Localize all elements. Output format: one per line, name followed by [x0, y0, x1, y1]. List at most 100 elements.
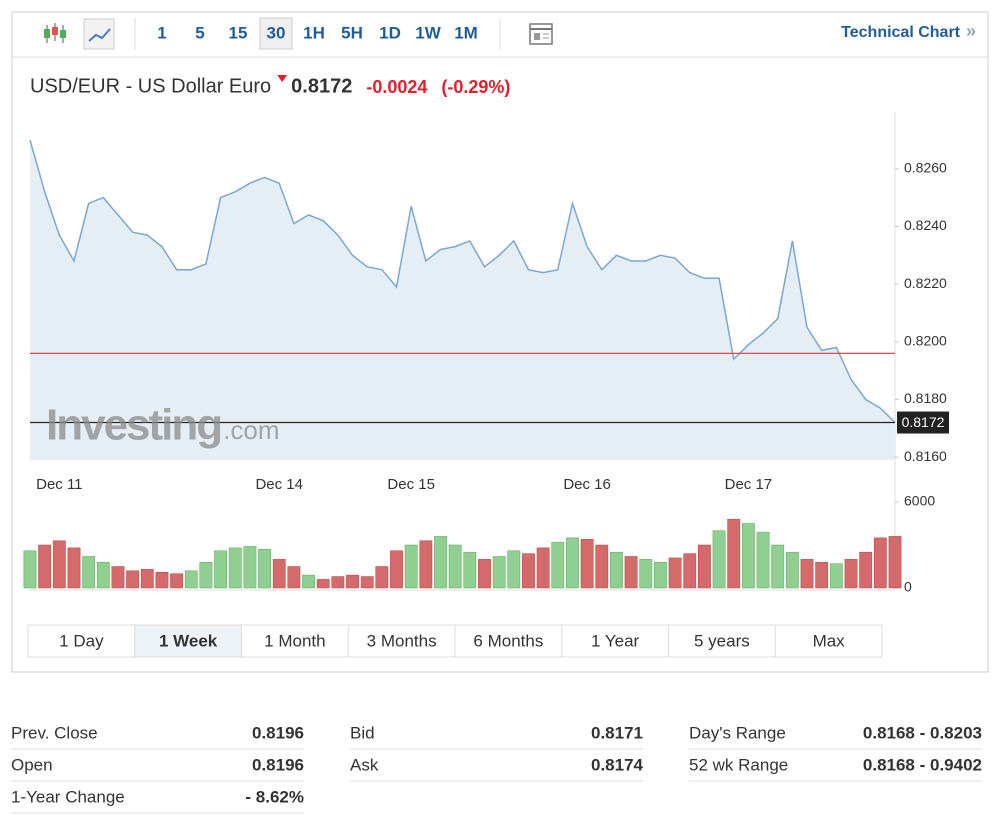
price: 0.8172 [291, 75, 352, 97]
range-button[interactable] [347, 624, 456, 658]
link-arrow[interactable]: » [966, 21, 976, 41]
x-tick-label: Dec 14 [255, 476, 303, 493]
volume-bar [522, 553, 535, 589]
stat-label: Open [11, 755, 53, 774]
stat-value: - 8.62% [245, 787, 304, 806]
range-label[interactable]: 1 Year [591, 631, 640, 650]
volume-bar [228, 547, 242, 589]
volume-bar [111, 566, 125, 589]
volume-bar [859, 551, 873, 589]
interval-active [259, 17, 293, 50]
volume-bar [390, 550, 403, 589]
volume-bar [258, 549, 271, 589]
stat-value: 0.8196 [252, 755, 304, 774]
stat-label: Bid [350, 723, 375, 742]
volume-bar [96, 561, 110, 589]
volume-bar [23, 550, 37, 589]
range-button[interactable] [27, 624, 136, 658]
last-price-label: 0.8172 [902, 414, 945, 430]
interval-button[interactable]: 15 [229, 23, 248, 42]
stat-label: Ask [350, 755, 379, 774]
interval-button[interactable]: 1W [415, 23, 441, 42]
volume-bar [566, 537, 579, 589]
range-button[interactable] [454, 624, 563, 658]
volume-bar [712, 530, 726, 589]
stat-value: 0.8168 - 0.8203 [863, 723, 982, 742]
volume-bar [243, 546, 257, 589]
volume-bar [492, 556, 506, 589]
volume-bar [610, 551, 623, 589]
volume-bar [639, 559, 653, 589]
stat-value: 0.8168 - 0.9402 [863, 755, 982, 774]
volume-tick-label: 6000 [904, 493, 935, 509]
technical-chart-link[interactable]: Technical Chart [841, 24, 961, 41]
y-tick-label: 0.8160 [904, 448, 947, 464]
volume-bar [38, 544, 52, 589]
volume-bar [360, 576, 374, 589]
volume-bar [404, 544, 418, 589]
layout-icon[interactable] [529, 23, 553, 45]
volume-bar [785, 551, 799, 589]
interval-button[interactable]: 5 [195, 23, 204, 42]
y-tick-label: 0.8220 [904, 275, 947, 291]
volume-bar [815, 561, 829, 589]
volume-bar [214, 550, 228, 589]
change-pct: (-0.29%) [441, 77, 510, 97]
volume-bar [654, 561, 667, 589]
range-button[interactable] [561, 624, 669, 658]
range-button[interactable] [134, 624, 242, 658]
down-arrow [277, 75, 288, 82]
volume-bar [272, 559, 286, 589]
range-label[interactable]: 3 Months [367, 631, 437, 650]
range-label[interactable]: Max [813, 631, 846, 650]
interval-button[interactable]: 5H [341, 23, 363, 42]
volume-bar [302, 574, 315, 589]
volume-bar [595, 544, 609, 589]
stat-label: Day's Range [689, 723, 786, 742]
volume-bar [580, 539, 594, 589]
volume-bar [741, 523, 755, 589]
volume-bar [727, 518, 741, 589]
range-label[interactable]: 1 Day [59, 631, 104, 650]
volume-bar [683, 553, 697, 589]
stat-label: 52 wk Range [689, 755, 788, 774]
volume-tick-label: 0 [904, 579, 912, 595]
volume-bar [756, 531, 770, 589]
range-button[interactable] [241, 624, 349, 658]
range-button[interactable] [774, 624, 883, 658]
range-label[interactable]: 1 Week [159, 631, 218, 650]
volume-bar [346, 574, 359, 589]
interval-button[interactable]: 1D [379, 23, 401, 42]
volume-bar [287, 566, 301, 589]
volume-bar [844, 559, 858, 589]
volume-bar [140, 569, 154, 589]
pair-name: USD/EUR - US Dollar Euro [30, 75, 271, 97]
x-tick-label: Dec 17 [725, 476, 773, 493]
volume-bar [184, 570, 198, 589]
volume-bar [331, 576, 345, 589]
interval-button[interactable]: 30 [267, 23, 286, 42]
volume-bar [375, 566, 389, 589]
interval-button[interactable]: 1M [454, 23, 478, 42]
volume-bar [624, 556, 638, 589]
price-area [30, 140, 895, 460]
range-label[interactable]: 6 Months [473, 631, 543, 650]
y-tick-label: 0.8260 [904, 159, 947, 175]
interval-button[interactable]: 1 [157, 23, 166, 42]
range-button[interactable] [668, 624, 776, 658]
stat-value: 0.8174 [591, 755, 644, 774]
stat-label: Prev. Close [11, 723, 98, 742]
volume-bar [551, 541, 565, 589]
watermark-suffix: .com [223, 415, 279, 445]
range-label[interactable]: 5 years [694, 631, 750, 650]
range-label[interactable]: 1 Month [264, 631, 325, 650]
candle-icon[interactable] [44, 23, 66, 43]
stat-value: 0.8196 [252, 723, 304, 742]
interval-button[interactable]: 1H [303, 23, 325, 42]
line-icon[interactable] [83, 18, 115, 50]
volume-bar [478, 559, 491, 589]
volume-bar [155, 571, 169, 589]
x-tick-label: Dec 15 [387, 476, 435, 493]
volume-bar [434, 536, 447, 589]
